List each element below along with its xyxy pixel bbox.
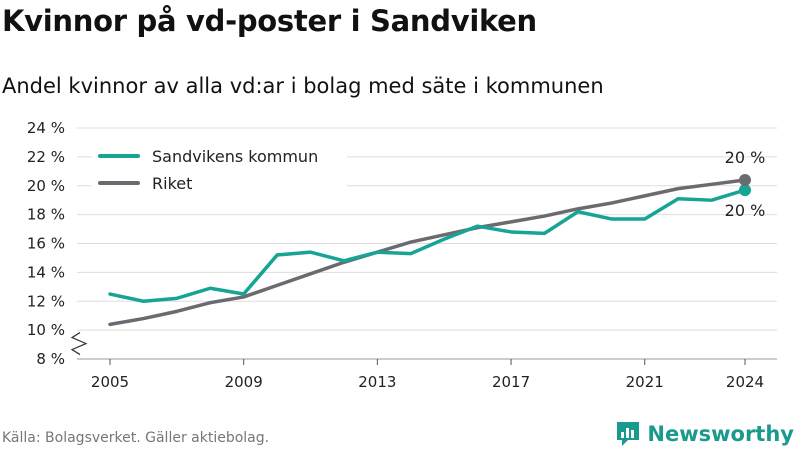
x-tick-label: 2013	[358, 373, 396, 391]
y-tick-label: 12 %	[27, 292, 65, 310]
newsworthy-logo-icon	[617, 422, 640, 446]
series	[108, 173, 751, 327]
y-tick-label: 24 %	[27, 119, 65, 137]
end-value-label-1: 20 %	[725, 148, 766, 167]
y-tick-label: 20 %	[27, 177, 65, 195]
legend-label-riket: Riket	[152, 174, 192, 193]
series-line-0	[108, 188, 747, 303]
y-tick-label: 18 %	[27, 206, 65, 224]
brand-logo: Newsworthy	[615, 420, 794, 448]
x-tick-label: 2017	[492, 373, 530, 391]
y-tick-label: 8 %	[36, 350, 65, 368]
legend-background	[92, 142, 347, 198]
chart-subtitle: Andel kvinnor av alla vd:ar i bolag med …	[2, 74, 604, 98]
chart-title: Kvinnor på vd-poster i Sandviken	[2, 4, 537, 38]
legend: Sandvikens kommun Riket	[92, 142, 347, 198]
y-axis-ticks: 8 % 10 % 12 % 14 % 16 % 18 % 20 % 22 % 24 %	[27, 119, 65, 368]
y-tick-label: 22 %	[27, 148, 65, 166]
legend-label-sandviken: Sandvikens kommun	[152, 147, 318, 166]
y-tick-label: 16 %	[27, 235, 65, 253]
x-tick-label: 2021	[626, 373, 664, 391]
brand-name: Newsworthy	[647, 422, 794, 446]
x-tick-label: 2024	[726, 373, 764, 391]
y-tick-label: 10 %	[27, 321, 65, 339]
x-tick-label: 2009	[225, 373, 263, 391]
axis-break-mark	[70, 332, 88, 356]
x-tick-label: 2005	[91, 373, 129, 391]
y-axis-break	[70, 332, 88, 356]
x-axis-ticks: 2005 2009 2013 2017 2021 2024	[91, 359, 764, 391]
series-end-point-1	[739, 173, 751, 186]
line-chart: 8 % 10 % 12 % 14 % 16 % 18 % 20 % 22 % 24 % 2005…	[27, 119, 777, 391]
series-line-1	[108, 178, 747, 327]
series-end-point-0	[739, 184, 751, 197]
end-value-label-0: 20 %	[725, 201, 766, 220]
end-labels: 20 % 20 %	[725, 148, 766, 220]
source-note: Källa: Bolagsverket. Gäller aktiebolag.	[2, 430, 270, 446]
y-tick-label: 14 %	[27, 263, 65, 281]
